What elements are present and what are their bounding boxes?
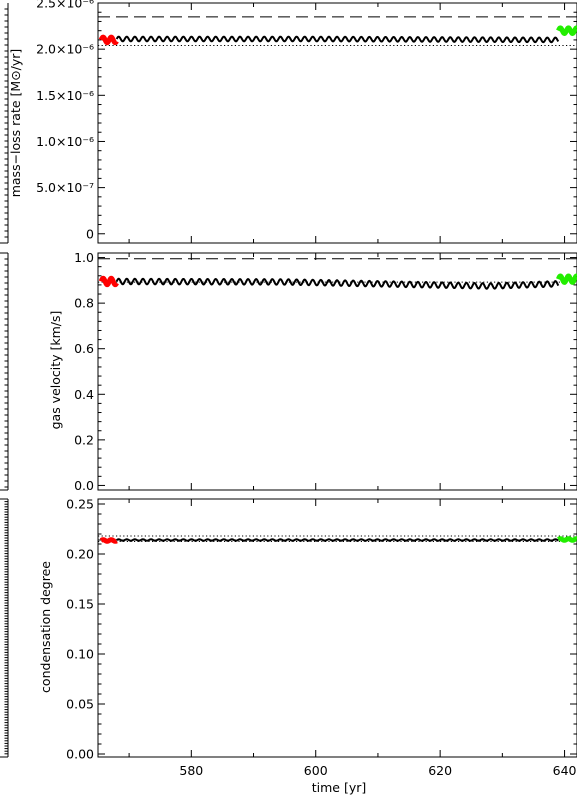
y-tick-label: 5.0×10⁻⁷ xyxy=(36,180,94,195)
y-tick-label: 0.20 xyxy=(66,547,94,562)
y-ticks: 0 5.0×10⁻⁷ 1.0×10⁻⁶ 1.5×10⁻⁶ 2.0×10⁻⁶ 2.5×10⁻… xyxy=(36,0,577,243)
y-tick-label: 0.2 xyxy=(74,432,94,447)
y-tick-label: 1.5×10⁻⁶ xyxy=(36,88,94,103)
x-tick-label: 620 xyxy=(428,763,452,778)
series-line xyxy=(98,275,119,288)
panel-condensation-degree: 0.00 0.05 0.10 0.15 0.20 0.25 580 600 620 640 co… xyxy=(38,497,577,795)
x-tick-label: 580 xyxy=(179,763,203,778)
reference-lines xyxy=(98,258,577,283)
y-tick-label: 0.4 xyxy=(74,387,94,402)
y-tick-label: 0.0 xyxy=(74,478,94,493)
y-ticks: 0.0 0.2 0.4 0.6 0.8 1.0 xyxy=(74,250,577,493)
x-tick-label: 600 xyxy=(304,763,328,778)
panel-gas-velocity: 0.0 0.2 0.4 0.6 0.8 1.0 gas velocity [km/s] xyxy=(48,250,577,493)
y-tick-label: 0.00 xyxy=(66,747,94,762)
y-tick-label: 0.25 xyxy=(66,497,94,512)
y-tick-label: 0.6 xyxy=(74,341,94,356)
series-line xyxy=(115,538,560,542)
series-group xyxy=(98,25,577,46)
series-line xyxy=(98,537,119,544)
y-tick-label: 2.5×10⁻⁶ xyxy=(36,0,94,11)
y-axis-label: mass−loss rate [M⊙/yr] xyxy=(8,49,23,198)
y-axis-label: condensation degree xyxy=(38,561,53,693)
plot-frame xyxy=(97,252,577,491)
series-line xyxy=(556,536,577,543)
y-tick-label: 0.15 xyxy=(66,597,94,612)
y-tick-label: 0.05 xyxy=(66,697,94,712)
series-group xyxy=(98,273,577,290)
y-tick-label: 1.0×10⁻⁶ xyxy=(36,134,94,149)
y-tick-label: 0.8 xyxy=(74,296,94,311)
series-line xyxy=(556,273,577,285)
series-group xyxy=(98,536,577,544)
y-tick-label: 0 xyxy=(86,226,94,241)
panel-mass-loss-rate: 0 5.0×10⁻⁷ 1.0×10⁻⁶ 1.5×10⁻⁶ 2.0×10⁻⁶ 2.5×10⁻… xyxy=(8,0,577,244)
y-tick-label: 1.0 xyxy=(74,250,94,265)
x-tick-label: 640 xyxy=(553,763,577,778)
y-axis-label: gas velocity [km/s] xyxy=(48,311,63,430)
series-line xyxy=(98,34,119,46)
y-ticks: 0.00 0.05 0.10 0.15 0.20 0.25 xyxy=(66,497,577,762)
series-line xyxy=(115,277,560,290)
plot-frame xyxy=(97,498,577,758)
y-tick-label: 0.10 xyxy=(66,647,94,662)
y-tick-label: 2.0×10⁻⁶ xyxy=(36,42,94,57)
series-line xyxy=(556,25,577,36)
series-line xyxy=(115,35,560,44)
x-ticks: 580 600 620 640 xyxy=(179,763,576,778)
x-axis-label: time [yr] xyxy=(312,780,367,795)
left-partial-ticks xyxy=(4,8,8,755)
left-partial-panels xyxy=(0,3,9,758)
reference-lines xyxy=(98,16,577,46)
